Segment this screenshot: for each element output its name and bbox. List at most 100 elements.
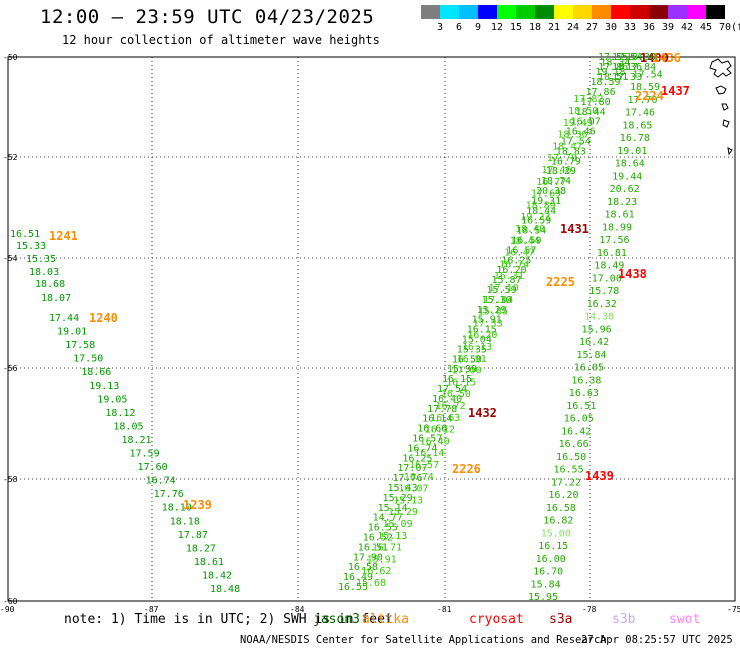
swh-value: 15.29 — [388, 507, 418, 518]
swh-value: 15.96 — [582, 324, 612, 335]
swh-value: 16.79 — [551, 156, 581, 167]
swh-value: 15.13 — [393, 495, 423, 506]
lon-tick-label: -87 — [144, 605, 159, 614]
swh-value: 16.49 — [343, 572, 373, 583]
swh-value: 15.29 — [383, 493, 413, 504]
swh-value: 19.05 — [97, 394, 127, 405]
lat-tick-label: -54 — [3, 254, 18, 263]
scale-swatch — [421, 5, 440, 19]
swh-value: 15.68 — [356, 578, 386, 589]
swh-value: 16.74 — [404, 472, 434, 483]
swh-value: 18.18 — [170, 516, 200, 527]
swh-value: 17.70 — [547, 153, 577, 164]
scale-swatch — [459, 5, 478, 19]
swh-value: 17.10 — [489, 283, 519, 294]
swh-value: 18.83 — [556, 146, 586, 157]
swh-value: 17.78 — [427, 404, 457, 415]
swh-value: 16.25 — [402, 453, 432, 464]
swh-value: 16.66 — [417, 424, 447, 435]
scale-tick-label: 18 — [528, 22, 542, 33]
credit-line: NOAA/NESDIS Center for Satellite Applica… — [240, 634, 607, 646]
swh-value: 16.31 — [494, 271, 524, 282]
swh-value: 16.42 — [579, 337, 609, 348]
swh-value: 15.14 — [378, 503, 408, 514]
swh-value: 16.58 — [348, 562, 378, 573]
pass-time-label: 1437 — [661, 84, 690, 98]
pass-time-label: 1239 — [183, 498, 212, 512]
swh-value: 16.47 — [504, 248, 534, 259]
swh-value: 16.15 — [538, 541, 568, 552]
swh-value: 14.38 — [584, 312, 614, 323]
swh-value: 16.71 — [372, 543, 402, 554]
swh-value: 15.35 — [457, 344, 487, 355]
lat-tick-label: -58 — [3, 475, 18, 484]
swh-value: 16.51 — [566, 401, 596, 412]
scale-swatch — [554, 5, 573, 19]
swh-value: 15.78 — [589, 286, 619, 297]
swh-value: 15.99 — [447, 364, 477, 375]
swh-value: 16.12 — [425, 425, 455, 436]
swh-value: 16.59 — [521, 216, 551, 227]
swh-value: 17.86 — [598, 62, 628, 73]
swh-value: 17.82 — [573, 94, 603, 105]
swh-value: 17.76 — [392, 473, 422, 484]
swh-value: 17.60 — [138, 462, 168, 473]
page-subtitle: 12 hour collection of altimeter wave hei… — [62, 33, 380, 47]
swh-value: 16.57 — [412, 434, 442, 445]
swh-value: 18.12 — [105, 408, 135, 419]
swh-value: 16.66 — [559, 439, 589, 450]
legend-cryosat: cryosat — [469, 612, 524, 627]
swh-value: 16.40 — [432, 394, 462, 405]
swh-value: 18.30 — [626, 52, 656, 63]
swh-value: 15.84 — [531, 579, 561, 590]
scale-tick-label: 30 — [604, 22, 618, 33]
scale-tick-label: 21 — [547, 22, 561, 33]
swh-value: 15.35 — [26, 254, 56, 265]
swh-value: 15.30 — [482, 295, 512, 306]
swh-value: 17.54 — [437, 384, 467, 395]
swh-value: 19.01 — [617, 146, 647, 157]
swh-value: 16.07 — [398, 484, 428, 495]
swh-value: 16.07 — [571, 117, 601, 128]
swh-value: 18.27 — [186, 543, 216, 554]
swh-value: 16.62 — [361, 566, 391, 577]
generated-timestamp: 27 Apr 08:25:57 UTC 2025 — [581, 634, 733, 646]
swh-value: 16.74 — [146, 476, 176, 487]
lat-tick-label: -56 — [3, 364, 18, 373]
swh-value: 18.40 — [515, 224, 545, 235]
swh-value: 19.49 — [563, 118, 593, 129]
swh-value: 18.68 — [35, 279, 65, 290]
swh-value: 16.52 — [363, 533, 393, 544]
pass-time-label: 1436 — [652, 51, 681, 65]
swh-value: 17.46 — [542, 165, 572, 176]
swh-value: 17.22 — [551, 477, 581, 488]
scale-tick-label: 42 — [680, 22, 694, 33]
swh-value: 16.57 — [409, 460, 439, 471]
swh-value: 16.50 — [556, 452, 586, 463]
swh-value: 16.81 — [597, 248, 627, 259]
swh-value: 14.77 — [373, 513, 403, 524]
lon-tick-label: -75 — [727, 605, 740, 614]
pass-time-label: 1438 — [618, 267, 647, 281]
scale-tick-label: 9 — [474, 22, 482, 33]
swh-value: 18.49 — [594, 261, 624, 272]
swh-value: 16.50 — [452, 354, 482, 365]
swh-value: 19.01 — [57, 327, 87, 338]
swh-value: 16.63 — [569, 388, 599, 399]
swh-value: 17.54 — [633, 69, 663, 80]
swh-value: 17.04 — [483, 295, 513, 306]
swh-value: 17.44 — [49, 313, 79, 324]
swh-value: 16.40 — [420, 436, 450, 447]
swh-value: 16.15 — [442, 374, 472, 385]
swh-value: 16.38 — [571, 375, 601, 386]
scale-swatch — [497, 5, 516, 19]
swh-value: 16.70 — [533, 567, 563, 578]
swh-value: 18.74 — [541, 176, 571, 187]
scale-tick-label: 3 — [436, 22, 444, 33]
swh-value: 18.23 — [607, 197, 637, 208]
scale-swatch — [687, 5, 706, 19]
swh-value: 17.59 — [130, 449, 160, 460]
swh-value: 16.20 — [496, 265, 526, 276]
swh-value: 16.55 — [368, 523, 398, 534]
